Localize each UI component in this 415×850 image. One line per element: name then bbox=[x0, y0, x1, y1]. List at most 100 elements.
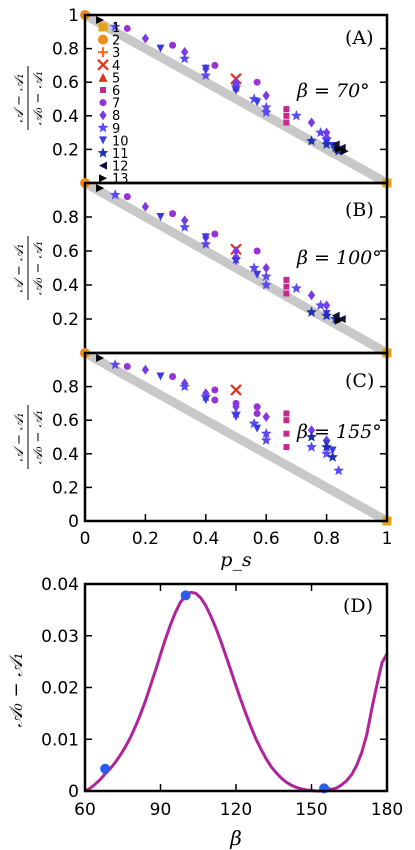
panel-b-point-series-9 bbox=[200, 238, 212, 249]
panel-c-point-series-7 bbox=[169, 373, 177, 381]
panel-c-point-series-10 bbox=[201, 396, 210, 405]
panel-b-point-series-9 bbox=[260, 270, 272, 282]
panel-a-point-series-9 bbox=[260, 106, 272, 117]
panel-b-point-series-8 bbox=[141, 201, 150, 212]
panel-c-xtick-label: 0 bbox=[80, 529, 91, 549]
panel-b-point-series-12 bbox=[331, 311, 340, 320]
panel-c-point-series-7 bbox=[123, 362, 131, 370]
panel-a-point-series-13 bbox=[334, 145, 343, 154]
panel-c-point-series-11 bbox=[327, 451, 338, 462]
panel-c-point-series-6 bbox=[283, 430, 290, 437]
panel-c-point-series-8 bbox=[307, 425, 316, 436]
panel-b-point-series-7 bbox=[123, 193, 131, 201]
panel-a-ylabel-num: 𝒜 − 𝒜₁ bbox=[12, 74, 27, 123]
panel-b-point-series-9 bbox=[248, 262, 260, 273]
legend-marker-12 bbox=[99, 161, 107, 170]
panel-b-ytick-label: 0.2 bbox=[52, 310, 79, 330]
panel-b-point-series-10 bbox=[253, 270, 262, 279]
panel-c-beta: β = 155° bbox=[296, 421, 382, 443]
panel-b-label: (B) bbox=[345, 199, 374, 221]
legend-label-6: 6 bbox=[112, 84, 120, 99]
legend-marker-8 bbox=[99, 110, 107, 121]
panel-c-point-series-13 bbox=[96, 354, 105, 363]
panel-c-xtick-label: 0.8 bbox=[313, 529, 340, 549]
panel-d-xtick-label: 120 bbox=[220, 800, 252, 820]
panel-c-point-series-10 bbox=[328, 446, 337, 455]
panel-b-point-series-6 bbox=[283, 283, 290, 290]
panel-c-reference-line bbox=[82, 349, 390, 525]
panel-a-point-series-11 bbox=[306, 135, 317, 146]
panel-a-point-series-8 bbox=[307, 117, 316, 128]
panel-c-point-series-6 bbox=[283, 417, 290, 424]
panel-c-point-series-8 bbox=[262, 411, 270, 422]
panel-b-point-series-7 bbox=[169, 210, 177, 218]
panel-b-point-series-9 bbox=[109, 189, 121, 200]
panel-a-ytick-label: 1 bbox=[68, 6, 79, 26]
panel-c-point-series-10 bbox=[156, 372, 165, 381]
panel-c: 0 0.2 0.4 0.6 0.8 0 0.2 0.4 0.6 0.8 1 (C) β = 155… bbox=[12, 348, 392, 571]
panel-a-point-series-10 bbox=[253, 98, 262, 107]
legend-label-5: 5 bbox=[112, 71, 120, 86]
panel-a-point-series-9 bbox=[315, 126, 326, 138]
panel-a-ytick-label: 0.8 bbox=[52, 40, 79, 60]
panel-d-xlabel: β bbox=[229, 826, 242, 850]
panel-a-point-series-6 bbox=[283, 106, 290, 113]
legend-marker-5 bbox=[98, 72, 108, 82]
legend-label-4: 4 bbox=[112, 59, 120, 74]
panel-c-ytick-label: 0.2 bbox=[52, 478, 79, 498]
panel-b-point-series-8 bbox=[181, 215, 189, 226]
panel-d-curve bbox=[84, 590, 389, 793]
panel-a-point-series-8 bbox=[181, 46, 189, 57]
panel-d-ytick-label: 0.01 bbox=[41, 730, 79, 750]
panel-d-xtick-label: 180 bbox=[371, 800, 403, 820]
legend-marker-6 bbox=[100, 87, 106, 93]
legend-label-13: 13 bbox=[112, 172, 129, 187]
panel-a-point-series-9 bbox=[291, 110, 302, 121]
panel-c-point-series-4 bbox=[230, 384, 242, 396]
panel-d-ytick-label: 0.02 bbox=[41, 679, 79, 699]
panel-a-point-series-8 bbox=[322, 127, 331, 138]
legend-label-2: 2 bbox=[112, 34, 120, 49]
panel-a-point-series-10 bbox=[232, 86, 240, 95]
panel-a-point-series-8 bbox=[262, 90, 270, 101]
panel-c-point-series-8 bbox=[232, 401, 240, 412]
panel-b-point-series-8 bbox=[262, 263, 270, 273]
legend-label-9: 9 bbox=[112, 122, 120, 137]
panel-b-ytick-label: 0.4 bbox=[52, 276, 79, 296]
legend-label-11: 11 bbox=[112, 147, 129, 162]
panel-c-ylabel-num: 𝒜 − 𝒜₁ bbox=[12, 413, 27, 462]
panel-c-ytick-label: 0.4 bbox=[52, 445, 79, 465]
panel-b-reference-line bbox=[82, 179, 390, 357]
panel-b-point-series-9 bbox=[179, 221, 191, 232]
panel-b-ytick-label: 0.6 bbox=[52, 242, 79, 262]
panel-a-point-series-9 bbox=[109, 21, 121, 32]
panel-b-point-series-10 bbox=[201, 233, 210, 242]
panel-b-point-series-10 bbox=[232, 257, 240, 266]
legend-label-7: 7 bbox=[112, 97, 120, 112]
panel-d-highlight-point bbox=[180, 590, 191, 601]
legend-label-1: 1 bbox=[112, 21, 120, 36]
panel-c-xticks: 0 0.2 0.4 0.6 0.8 1 bbox=[80, 514, 393, 549]
panel-c-xtick-label: 0.4 bbox=[192, 529, 219, 549]
panel-a-ytick-label: 0.6 bbox=[52, 73, 79, 93]
panel-d-xtick-label: 60 bbox=[74, 800, 96, 820]
legend-label-8: 8 bbox=[112, 109, 120, 124]
panel-a-point-series-6 bbox=[283, 119, 290, 126]
legend-label-12: 12 bbox=[112, 160, 129, 175]
panel-a-point-series-13 bbox=[340, 147, 349, 156]
panel-c-point-series-7 bbox=[253, 403, 261, 411]
panel-c-ylabel-den: 𝒜₀ − 𝒜₁ bbox=[31, 410, 46, 464]
panel-b-ytick-label: 0.8 bbox=[52, 208, 79, 228]
panel-b-point-series-8 bbox=[322, 300, 331, 311]
panel-a-point-series-7 bbox=[169, 41, 177, 49]
panel-c-xtick-label: 1 bbox=[382, 529, 393, 549]
panel-d-highlight-point bbox=[100, 763, 111, 774]
panel-c-point-series-7 bbox=[211, 396, 219, 404]
panel-a-yticks: 0.2 0.4 0.6 0.8 1 bbox=[52, 6, 387, 160]
panel-c-point-series-11 bbox=[306, 431, 317, 442]
legend-marker-3 bbox=[98, 47, 108, 58]
panel-b-point-series-6 bbox=[283, 290, 290, 297]
panel-c-point-series-7 bbox=[253, 409, 261, 417]
panel-d-ytick-label: 0 bbox=[68, 782, 79, 802]
